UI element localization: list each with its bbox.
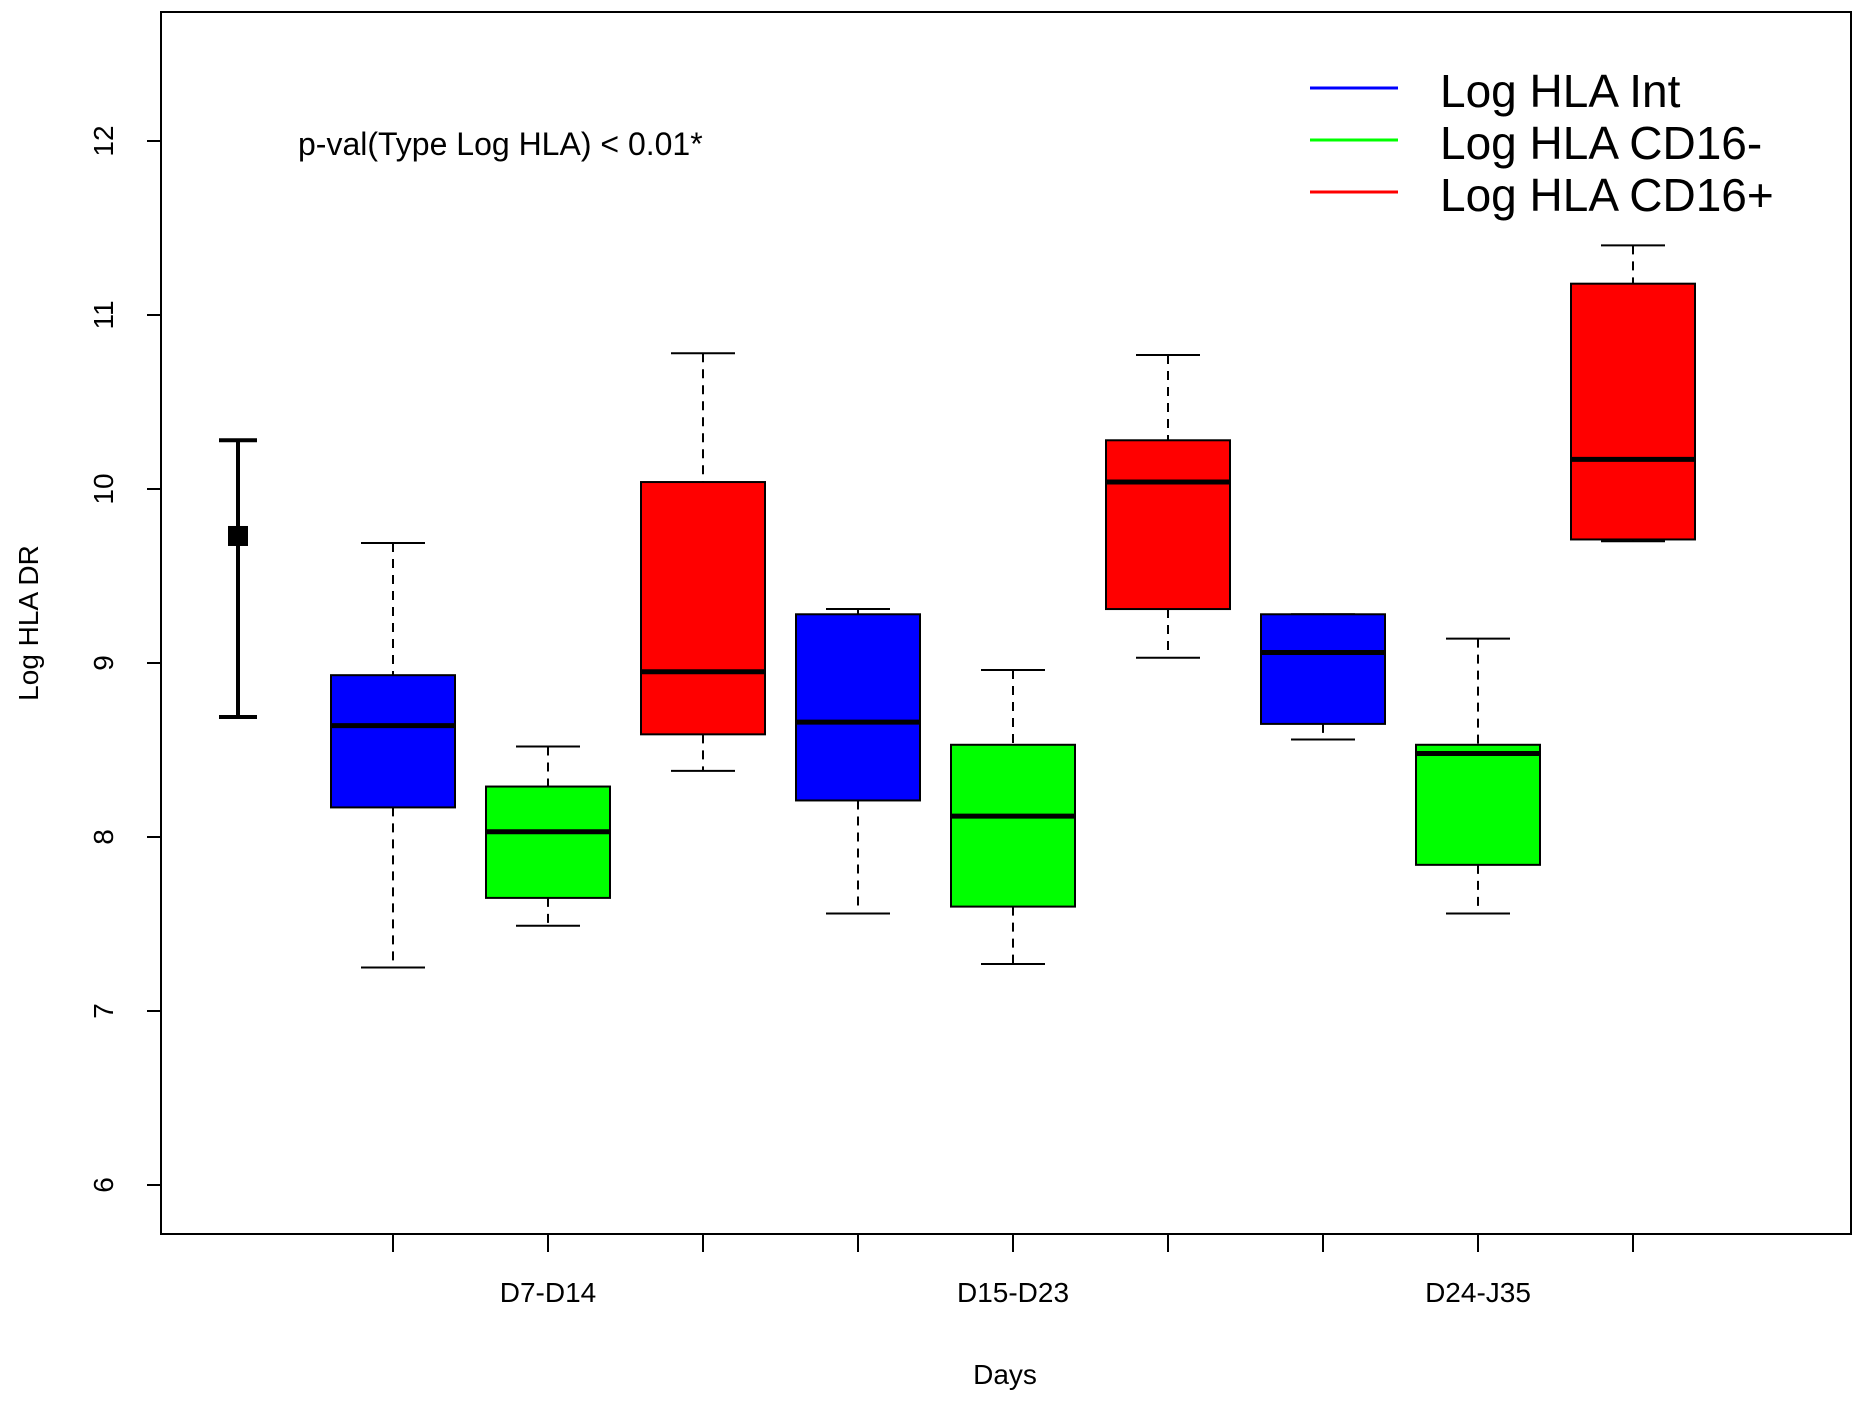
box-3-D15-D23: [1105, 354, 1231, 659]
legend: Log HLA Int Log HLA CD16- Log HLA CD16+: [1310, 65, 1774, 221]
p-value-annotation: p-val(Type Log HLA) < 0.01*: [298, 126, 703, 162]
box-1-D24-J35: [1260, 613, 1386, 741]
iqr-box: [1415, 743, 1541, 866]
x-axis: D7-D14 D15-D23 D24-J35: [392, 1234, 1634, 1308]
legend-label-cd16-pos: Log HLA CD16+: [1440, 169, 1774, 221]
y-axis-title: Log HLA DR: [13, 545, 44, 701]
y-tick-label: 7: [88, 1003, 119, 1019]
iqr-box: [1260, 613, 1386, 725]
x-axis-title: Days: [973, 1359, 1037, 1390]
box-1-D7-D14: [330, 541, 456, 969]
y-tick-label: 6: [88, 1177, 119, 1193]
box-2-D7-D14: [485, 745, 611, 927]
iqr-box: [330, 674, 456, 809]
x-tick-label: D15-D23: [957, 1277, 1069, 1308]
iqr-box: [950, 743, 1076, 908]
iqr-box: [1570, 282, 1696, 541]
y-tick-label: 11: [88, 300, 119, 329]
y-tick-label: 10: [88, 473, 119, 504]
box-2-D15-D23: [950, 668, 1076, 966]
box-3-D7-D14: [640, 352, 766, 772]
iqr-box: [795, 613, 921, 802]
y-tick-label: 9: [88, 655, 119, 671]
iqr-box: [640, 481, 766, 736]
box-series: [330, 244, 1696, 969]
iqr-box: [1105, 439, 1231, 611]
legend-label-cd16-neg: Log HLA CD16-: [1440, 117, 1762, 169]
x-tick-label: D24-J35: [1425, 1277, 1531, 1308]
x-tick-label: D7-D14: [500, 1277, 596, 1308]
iqr-box: [485, 785, 611, 899]
box-3-D24-J35: [1570, 244, 1696, 543]
box-2-D24-J35: [1415, 637, 1541, 915]
legend-label-int: Log HLA Int: [1440, 65, 1681, 117]
reference-interval: [219, 438, 257, 719]
y-tick-label: 12: [88, 125, 119, 156]
y-tick-label: 8: [88, 829, 119, 845]
plot-frame: [160, 11, 1852, 1235]
box-1-D15-D23: [795, 608, 921, 915]
ref-interval-marker: [228, 525, 248, 546]
y-axis: 6 7 8 9 10 11 12: [88, 125, 161, 1193]
